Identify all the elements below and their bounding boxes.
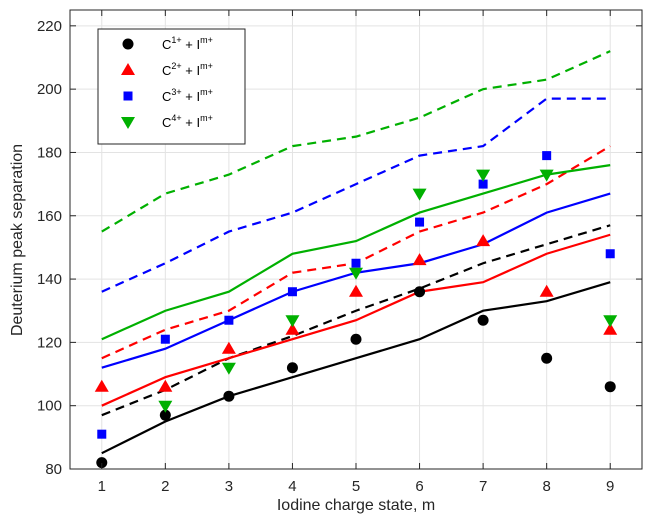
legend-superscript: m+ xyxy=(200,61,213,71)
legend-superscript: 1+ xyxy=(171,35,181,45)
series-1-point xyxy=(414,286,426,298)
series-3-point xyxy=(478,179,488,189)
series-3-point xyxy=(287,287,297,297)
legend-label-3: C3+ + Im+ xyxy=(162,87,213,104)
x-tick-label: 2 xyxy=(161,478,169,495)
series-markers xyxy=(94,151,618,469)
y-tick-label: 120 xyxy=(37,334,62,351)
x-tick-label: 9 xyxy=(606,478,614,495)
series-2-point xyxy=(349,284,363,297)
series-3-point xyxy=(160,334,170,344)
series-1-point xyxy=(541,352,553,364)
legend-text-part: C xyxy=(162,37,171,52)
series-4-point xyxy=(158,400,173,413)
legend-text-part: C xyxy=(162,63,171,78)
axis-ticks: 1 2 3 4 5 6 7 8 9 80 100 120 140 160 180 200 220 xyxy=(37,10,642,495)
series-4-point xyxy=(476,169,491,182)
x-tick-label: 5 xyxy=(352,478,360,495)
series-3-point xyxy=(415,217,425,227)
y-tick-label: 100 xyxy=(37,398,62,415)
y-tick-label: 180 xyxy=(37,144,62,161)
x-axis-label: Iodine charge state, m xyxy=(277,497,435,514)
series-1-dashed-line xyxy=(101,224,611,417)
series-1-solid-line xyxy=(101,281,611,455)
legend-label-4: C4+ + Im+ xyxy=(162,113,213,130)
x-tick-label: 4 xyxy=(288,478,296,495)
x-tick-label: 6 xyxy=(415,478,423,495)
legend-box xyxy=(97,28,246,145)
series-4-point xyxy=(539,169,554,182)
series-1-point xyxy=(604,381,616,393)
series-2-point xyxy=(539,284,554,297)
series-4-dashed-line xyxy=(101,50,611,233)
legend-text-part: C xyxy=(162,89,171,104)
y-tick-label: 220 xyxy=(37,18,62,35)
series-4-point xyxy=(412,188,427,201)
y-axis-label: Deuterium peak separation xyxy=(9,144,26,336)
y-tick-label: 140 xyxy=(37,271,62,288)
series-2-point xyxy=(476,234,491,247)
y-tick-label: 160 xyxy=(37,208,62,225)
series-3-point xyxy=(97,429,107,439)
legend-text-part: C xyxy=(162,115,171,130)
series-3-point xyxy=(351,258,361,268)
series-lines xyxy=(101,50,611,455)
series-1-point xyxy=(159,409,171,421)
x-tick-label: 1 xyxy=(98,478,106,495)
legend-marker-1 xyxy=(122,38,134,50)
series-3-point xyxy=(224,315,234,325)
legend-label-2: C2+ + Im+ xyxy=(162,61,213,78)
legend-superscript: 4+ xyxy=(171,113,181,123)
series-2-point xyxy=(94,379,109,392)
y-tick-label: 200 xyxy=(37,81,62,98)
series-1-point xyxy=(96,457,108,469)
legend-text-part: + I xyxy=(182,37,200,52)
series-4-point xyxy=(349,267,363,280)
y-tick-label: 80 xyxy=(45,461,62,478)
x-tick-label: 7 xyxy=(479,478,487,495)
legend-superscript: m+ xyxy=(200,35,213,45)
series-2-point xyxy=(221,341,236,354)
x-tick-label: 3 xyxy=(225,478,233,495)
series-2-point xyxy=(603,322,618,335)
legend-marker-2 xyxy=(121,63,135,75)
series-4-solid-line xyxy=(101,164,611,341)
legend-marker-3 xyxy=(123,91,133,101)
series-2-point xyxy=(412,253,427,266)
series-3-point xyxy=(605,249,615,259)
legend-text-part: + I xyxy=(182,63,200,78)
legend-superscript: 2+ xyxy=(171,61,181,71)
series-1-point xyxy=(477,314,489,326)
series-3-dashed-line xyxy=(101,97,611,293)
legend-text-part: + I xyxy=(182,115,200,130)
series-4-point xyxy=(285,315,300,328)
series-1-point xyxy=(350,333,362,345)
legend-superscript: m+ xyxy=(200,87,213,97)
series-2-solid-line xyxy=(101,233,611,407)
legend-superscript: m+ xyxy=(200,113,213,123)
series-1-point xyxy=(223,390,235,402)
series-1-point xyxy=(286,362,298,374)
series-4-point xyxy=(221,362,236,375)
legend-label-1: C1+ + Im+ xyxy=(162,35,213,52)
legend-superscript: 3+ xyxy=(171,87,181,97)
legend-text-part: + I xyxy=(182,89,200,104)
series-2-point xyxy=(285,322,300,335)
legend-marker-4 xyxy=(121,117,135,129)
series-4-point xyxy=(603,315,618,328)
x-tick-label: 8 xyxy=(542,478,550,495)
series-2-point xyxy=(158,379,173,392)
series-3-point xyxy=(542,151,552,161)
legend: C1+ + Im+C2+ + Im+C3+ + Im+C4+ + Im+ xyxy=(97,28,246,145)
